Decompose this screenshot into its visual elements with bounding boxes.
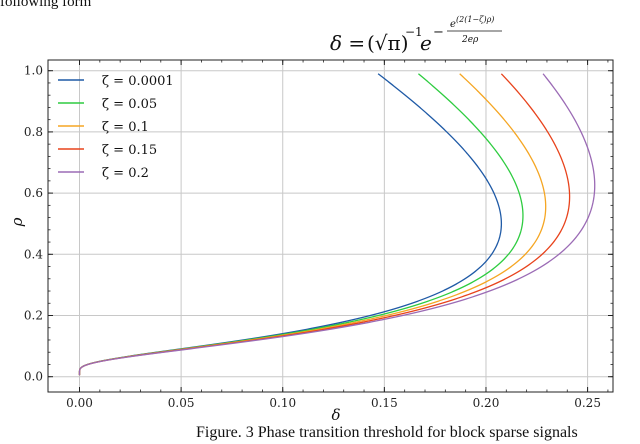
series-line-1 [78, 73, 524, 376]
legend-label-3: ζ = 0.15 [102, 143, 157, 158]
x-tick-label: 0.15 [371, 396, 398, 410]
formula-base: e [420, 31, 432, 55]
formula-root-exponent: −1 [405, 25, 423, 39]
series-line-0 [78, 73, 503, 376]
ticks: 0.00 0.05 0.10 0.15 0.20 0.25 0.0 0.2 0.4 0.6 0.8 1… [24, 60, 613, 410]
legend-label-2: ζ = 0.1 [102, 120, 149, 135]
x-tick-label: 0.05 [168, 396, 195, 410]
grid [48, 60, 613, 392]
legend-label-0: ζ = 0.0001 [102, 74, 174, 89]
formula-root: (√π) [367, 31, 409, 55]
y-tick-label: 0.8 [24, 125, 43, 139]
y-tick-label: 1.0 [24, 64, 43, 78]
x-tick-label: 0.00 [66, 396, 93, 410]
series-line-4 [78, 73, 596, 376]
formula-denominator: 2eρ [461, 35, 479, 45]
y-tick-label: 0.0 [24, 370, 43, 384]
intro-text: following form [0, 0, 92, 10]
series-lines [78, 73, 596, 376]
y-tick-label: 0.6 [24, 186, 43, 200]
formula-numerator: e [450, 19, 456, 30]
formula-numerator-exponent: (2(1−ζ)ρ) [456, 15, 494, 24]
y-axis-label: ρ [8, 217, 26, 227]
figure-caption: Figure. 3 Phase transition threshold for… [196, 424, 578, 441]
x-tick-label: 0.20 [473, 396, 500, 410]
x-axis-label: δ [331, 406, 340, 424]
y-tick-label: 0.4 [24, 247, 43, 261]
formula-minus: − [433, 25, 444, 40]
y-tick-label: 0.2 [24, 309, 43, 323]
series-line-2 [78, 73, 547, 376]
formula-lhs: δ = [330, 31, 365, 55]
series-line-3 [78, 73, 571, 376]
x-tick-label: 0.10 [269, 396, 296, 410]
formula: δ = (√π) −1 e − e (2(1−ζ)ρ) 2eρ [330, 15, 502, 55]
legend: ζ = 0.0001 ζ = 0.05 ζ = 0.1 ζ = 0.15 ζ = 0.2 [58, 74, 174, 181]
legend-label-1: ζ = 0.05 [102, 97, 157, 112]
x-tick-label: 0.25 [574, 396, 601, 410]
plot-frame [47, 59, 614, 393]
legend-label-4: ζ = 0.2 [102, 166, 149, 181]
